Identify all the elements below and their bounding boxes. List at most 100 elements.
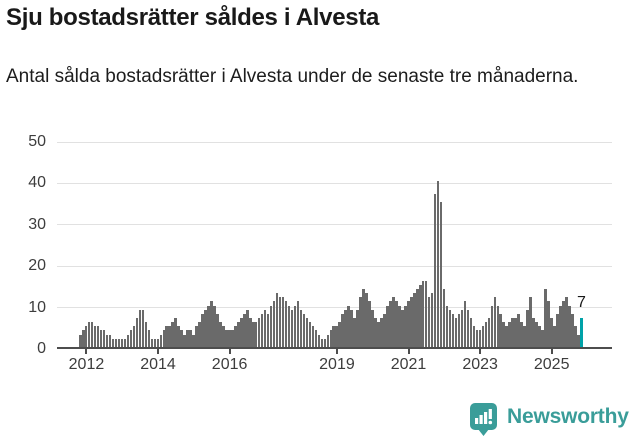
bar <box>383 313 386 347</box>
bar <box>556 313 559 347</box>
bar <box>114 338 118 347</box>
bar <box>210 301 213 347</box>
x-tick-label: 2014 <box>140 356 176 373</box>
bar <box>156 338 160 347</box>
bar <box>347 305 350 347</box>
bar <box>550 318 553 347</box>
bar <box>395 301 398 347</box>
bar <box>338 322 341 347</box>
y-tick-label: 10 <box>28 298 46 316</box>
bar <box>177 326 180 347</box>
bar <box>198 322 201 347</box>
bar <box>329 330 333 347</box>
bar <box>237 322 240 347</box>
bar <box>108 334 112 347</box>
bar <box>532 318 535 347</box>
bar <box>180 330 183 347</box>
x-tick-label: 2019 <box>319 356 355 373</box>
bar <box>246 309 249 347</box>
x-axis-tick <box>335 349 338 354</box>
bar <box>317 334 321 347</box>
bar <box>207 305 210 347</box>
bar <box>436 181 440 347</box>
bar <box>511 318 514 347</box>
bar <box>153 338 157 347</box>
bar <box>517 313 520 347</box>
bar <box>111 338 115 347</box>
bar <box>520 322 523 347</box>
bar <box>251 322 255 347</box>
brand-footer: Newsworthy <box>470 403 629 437</box>
bar <box>559 305 562 347</box>
x-tick-label: 2023 <box>462 356 498 373</box>
bar <box>547 301 550 347</box>
bar <box>526 309 529 347</box>
bar <box>433 193 437 347</box>
bar <box>99 330 103 347</box>
bar <box>356 309 359 347</box>
bar <box>413 293 416 347</box>
bar <box>523 326 526 347</box>
y-tick-label: 50 <box>28 133 46 150</box>
bar <box>401 309 404 347</box>
bar <box>141 309 145 347</box>
bar <box>201 313 204 347</box>
bar <box>365 293 368 347</box>
bar <box>144 322 148 347</box>
bar <box>359 297 362 347</box>
bar <box>254 322 258 347</box>
gridline <box>57 307 612 309</box>
bar <box>398 305 401 347</box>
x-axis-line <box>57 347 612 349</box>
bar <box>407 301 410 347</box>
bar <box>415 289 419 347</box>
bar <box>186 330 189 347</box>
bar <box>410 297 413 347</box>
bar <box>171 322 174 347</box>
bar <box>126 334 130 347</box>
x-axis-tick <box>157 349 160 354</box>
bar <box>299 309 303 347</box>
bar <box>323 338 327 347</box>
bar <box>165 326 169 347</box>
y-tick-label: 30 <box>28 215 46 233</box>
bar <box>216 313 219 347</box>
bar <box>350 309 353 347</box>
bar <box>162 330 166 347</box>
x-tick-label: 2016 <box>211 356 248 373</box>
bar <box>430 293 434 347</box>
x-tick-label: 2012 <box>68 356 105 373</box>
bar <box>243 313 246 347</box>
bar <box>335 326 338 347</box>
x-tick-label: 2025 <box>533 356 570 373</box>
bar <box>496 305 500 347</box>
bar <box>308 322 312 347</box>
bar <box>189 330 192 347</box>
newsworthy-logo-icon <box>470 403 497 436</box>
bar <box>138 309 142 347</box>
x-axis-tick <box>550 349 553 354</box>
bar <box>293 305 297 347</box>
bar <box>332 326 336 347</box>
bar <box>257 318 261 347</box>
bar <box>427 297 431 347</box>
bar <box>192 334 195 347</box>
bar <box>263 309 267 347</box>
bar <box>475 330 479 347</box>
bar <box>159 334 163 347</box>
plot-area: 2012 2014 2016 2019 2021 2023 2025 7 <box>57 141 612 373</box>
x-axis-tick <box>407 349 410 354</box>
gridline <box>57 224 612 226</box>
bar <box>502 322 505 347</box>
bar <box>296 301 300 347</box>
bar <box>514 318 517 347</box>
bar <box>380 318 383 347</box>
bar <box>574 326 577 347</box>
bar <box>260 313 264 347</box>
bar <box>454 318 458 347</box>
x-axis-tick <box>228 349 231 354</box>
bar <box>129 330 133 347</box>
bar <box>481 326 485 347</box>
bar <box>472 326 476 347</box>
